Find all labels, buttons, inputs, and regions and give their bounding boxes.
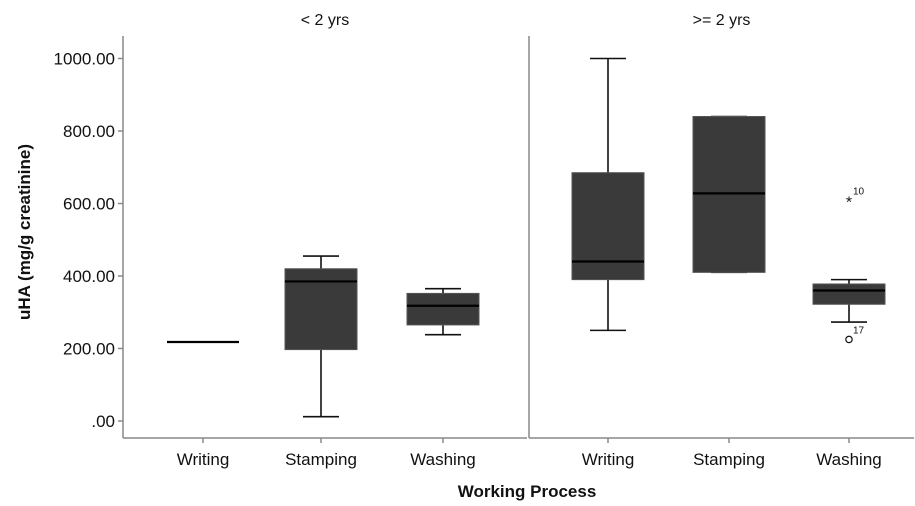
panel-title-over-2-yrs: >= 2 yrs: [693, 12, 751, 29]
y-axis: .00 200.00 400.00 600.00 800.00 1000.00: [54, 50, 123, 431]
iqr-box: [571, 172, 645, 281]
y-tick-label: 200.00: [63, 340, 115, 359]
panel-title-under-2-yrs: < 2 yrs: [301, 12, 349, 29]
x-axis-title: Working Process: [458, 482, 597, 501]
y-tick-label: 1000.00: [54, 50, 115, 69]
iqr-box: [812, 283, 886, 305]
box-stamping-1: [692, 115, 766, 274]
box-writing-1: [571, 57, 645, 332]
y-tick-label: 400.00: [63, 267, 115, 286]
extreme-outlier-marker: *: [846, 195, 852, 212]
box-stamping-0: [284, 255, 358, 418]
x-tick-label-stamping: Stamping: [693, 450, 765, 469]
panel-titles: < 2 yrs >= 2 yrs: [301, 12, 751, 29]
y-axis-title: uHA (mg/g creatinine): [15, 144, 34, 320]
outlier-label: 10: [853, 187, 865, 198]
y-tick-label: .00: [91, 412, 115, 431]
x-tick-label-washing: Washing: [816, 450, 882, 469]
y-tick-label: 600.00: [63, 195, 115, 214]
x-tick-labels: Writing Stamping Washing Writing Stamping Was…: [177, 438, 882, 469]
panel-frames: [122, 36, 914, 439]
x-tick-label-writing: Writing: [177, 450, 230, 469]
x-tick-label-writing: Writing: [582, 450, 635, 469]
x-tick-label-washing: Washing: [410, 450, 476, 469]
iqr-box: [406, 292, 480, 326]
outlier-marker: [845, 335, 853, 344]
box-washing-1: *10 17: [812, 187, 886, 344]
boxes: *10 17: [167, 57, 886, 418]
y-tick-label: 800.00: [63, 122, 115, 141]
outlier-label: 17: [853, 325, 865, 336]
box-washing-0: [406, 287, 480, 336]
x-tick-label-stamping: Stamping: [285, 450, 357, 469]
